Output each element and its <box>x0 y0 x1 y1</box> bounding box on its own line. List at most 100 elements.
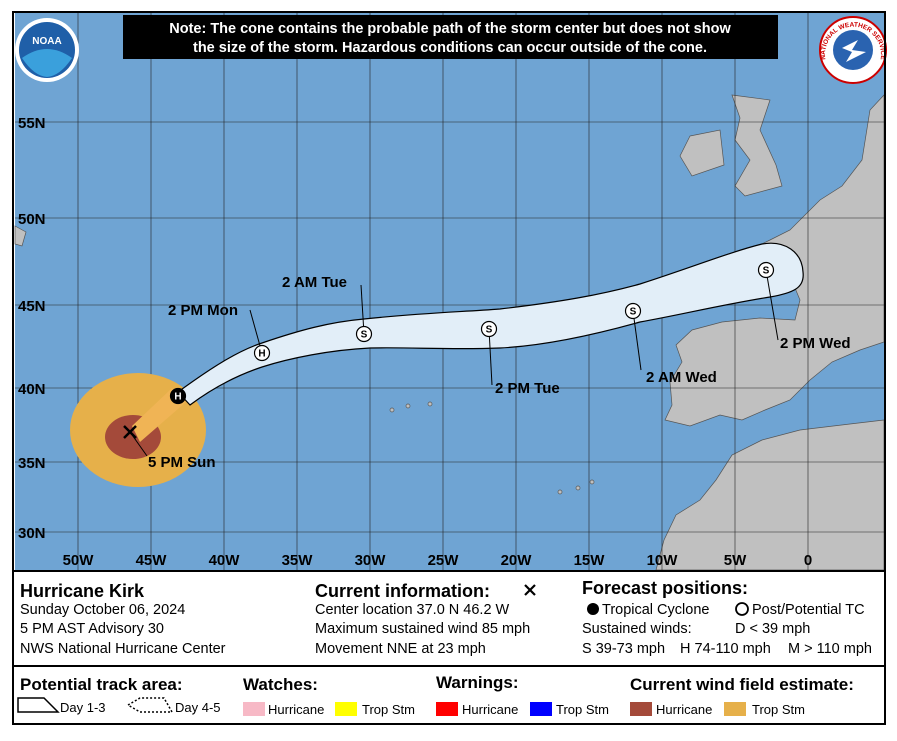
longitude-label: 0 <box>804 552 812 569</box>
latitude-label: 55N <box>18 115 46 132</box>
forecast-symbol: S <box>486 325 493 336</box>
latitude-label: 35N <box>18 455 46 472</box>
warning-tropical-swatch <box>530 702 552 716</box>
wind-tropical-swatch <box>724 702 746 716</box>
great-britain <box>731 94 783 197</box>
legend-text: Trop Stm <box>362 702 415 717</box>
frame <box>12 11 886 725</box>
info-text: D < 39 mph <box>735 621 810 637</box>
section-title: Forecast positions: <box>582 578 748 598</box>
forecast-symbol: S <box>763 266 770 277</box>
warning-hurricane-swatch <box>436 702 458 716</box>
island <box>405 403 411 409</box>
logo-bolt <box>842 40 866 62</box>
longitude-label: 35W <box>282 552 314 569</box>
info-text: NWS National Hurricane Center <box>20 641 226 657</box>
legend-text: Trop Stm <box>556 702 609 717</box>
info: Hurricane Kirk Sunday October 06, 2024 5… <box>20 578 872 657</box>
forecast-point <box>480 320 498 338</box>
longitude-label: 25W <box>428 552 460 569</box>
info-text: Tropical Cyclone <box>602 602 709 618</box>
info-text: Post/Potential TC <box>752 602 865 618</box>
longitude-label: 30W <box>355 552 387 569</box>
logo-disc <box>833 30 873 70</box>
noaa-logo: NOAA <box>15 18 79 82</box>
legend-text: Day 1-3 <box>60 700 106 715</box>
island <box>589 479 595 485</box>
forecast-label: 2 AM Tue <box>282 274 347 291</box>
newfoundland <box>14 225 27 247</box>
longitude-label: 10W <box>647 552 679 569</box>
x-stroke <box>524 584 536 596</box>
tc-symbol <box>587 603 599 615</box>
note-text: Note: The cone contains the probable pat… <box>169 21 731 37</box>
longitude-label: 45W <box>136 552 168 569</box>
legend-title: Current wind field estimate: <box>630 675 854 694</box>
forecast-symbol: S <box>361 330 368 341</box>
forecast-label: 2 AM Wed <box>646 369 717 386</box>
leader-line <box>488 328 493 386</box>
watch-tropical-swatch <box>335 702 357 716</box>
day13-swatch <box>17 697 60 713</box>
latitude-label: 45N <box>18 298 46 315</box>
info-text: M > 110 mph <box>788 641 872 657</box>
current-label: 5 PM Sun <box>148 454 216 471</box>
island <box>427 401 433 407</box>
watch-hurricane-swatch <box>243 702 265 716</box>
forecast-point <box>624 302 642 320</box>
forecast-label: 2 PM Wed <box>780 335 851 352</box>
longitude-label: 15W <box>574 552 606 569</box>
logo-text: NOAA <box>32 36 61 47</box>
longitude-label: 20W <box>501 552 533 569</box>
leader-line <box>360 284 365 335</box>
info-text: 5 PM AST Advisory 30 <box>20 621 164 637</box>
info-text: Center location 37.0 N 46.2 W <box>315 602 510 618</box>
forecast-points: H 2 PM Mon H 2 AM Tue S 2 PM Tue S 2 AM Wed S 2 P… <box>168 261 851 405</box>
logo-wave <box>22 49 72 77</box>
legend-title: Warnings: <box>436 673 518 692</box>
longitude-label: 5W <box>724 552 747 569</box>
island <box>389 407 395 413</box>
wind-hurricane-swatch <box>630 702 652 716</box>
forecast-point <box>355 325 373 343</box>
forecast-point <box>169 387 187 405</box>
note-text: the size of the storm. Hazardous conditi… <box>193 40 707 56</box>
island <box>557 489 563 495</box>
forecast-symbol: H <box>258 349 265 360</box>
legend-text: Hurricane <box>656 702 712 717</box>
ptc-symbol <box>735 602 749 616</box>
latitude-label: 50N <box>18 211 46 228</box>
leader-line <box>129 431 148 457</box>
map: 55N 50N 45N 40N 35N 30N 50W 45W 40W 35W 30W 25W 20W 1… <box>14 12 887 571</box>
forecast-point <box>253 344 271 362</box>
info-text: Sunday October 06, 2024 <box>20 602 185 618</box>
legend: Potential track area: Day 1-3 Day 4-5 Wa… <box>17 673 854 717</box>
legend-text: Hurricane <box>462 702 518 717</box>
info-text: H 74-110 mph <box>680 641 771 657</box>
info-text: Maximum sustained wind 85 mph <box>315 621 530 637</box>
forecast-point <box>757 261 775 279</box>
legend-text: Hurricane <box>268 702 324 717</box>
latitude-label: 40N <box>18 381 46 398</box>
leader-line <box>765 269 779 341</box>
legend-text: Day 4-5 <box>175 700 221 715</box>
forecast-label: 2 PM Mon <box>168 302 238 319</box>
info-text: S 39-73 mph <box>582 641 665 657</box>
info-text: Movement NNE at 23 mph <box>315 641 486 657</box>
day45-swatch <box>126 697 174 713</box>
ireland <box>679 129 725 177</box>
island <box>575 485 581 491</box>
longitude-label: 50W <box>63 552 95 569</box>
forecast-symbol: H <box>174 392 181 403</box>
longitude-label: 40W <box>209 552 241 569</box>
forecast-symbol: S <box>630 307 637 318</box>
nws-logo: NATIONAL WEATHER SERVICE <box>819 16 887 84</box>
storm-name: Hurricane Kirk <box>20 581 145 601</box>
current-position <box>123 425 148 457</box>
latitude-label: 30N <box>18 525 46 542</box>
legend-text: Trop Stm <box>752 702 805 717</box>
legend-title: Potential track area: <box>20 675 183 694</box>
info-text: Sustained winds: <box>582 621 692 637</box>
x-symbol <box>524 584 536 596</box>
